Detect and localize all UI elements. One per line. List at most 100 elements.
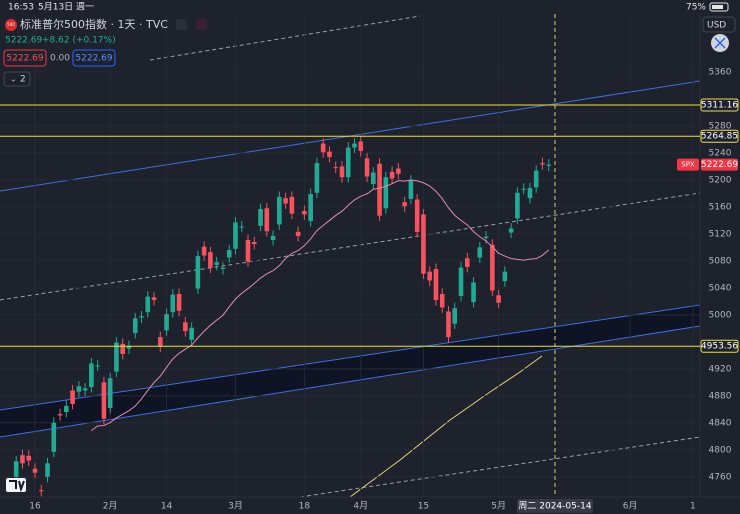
candle-body	[408, 180, 414, 199]
battery-icon	[709, 2, 729, 12]
price-change: +8.62 (+0.17%)	[42, 36, 116, 46]
candle-body	[270, 235, 276, 240]
candle-body	[170, 294, 176, 313]
indicator-count: 2	[20, 75, 26, 85]
candle-body	[195, 256, 201, 289]
sell-box[interactable]	[3, 49, 47, 67]
status-date: 5月13日 週一	[38, 2, 94, 13]
candle-body	[352, 143, 357, 148]
candle-body	[446, 311, 451, 338]
candle-body	[308, 194, 313, 222]
x-tick-label: 14	[161, 502, 173, 512]
candle-body	[126, 345, 132, 349]
candle-body	[164, 314, 169, 331]
currency: USD	[707, 21, 726, 31]
candle-body	[396, 168, 401, 174]
candle-body	[239, 226, 245, 228]
candle-body	[82, 388, 88, 391]
last-price-box	[701, 158, 738, 171]
y-tick-label: 5000	[709, 310, 732, 320]
y-tick-label: 4920	[709, 364, 732, 374]
tv-logo-mark	[9, 480, 25, 493]
y-tick-label: 4760	[709, 472, 732, 482]
candle-body	[540, 163, 545, 165]
candle-body	[101, 382, 107, 419]
toolbar-button[interactable]	[176, 19, 187, 30]
toolbar-button[interactable]	[196, 19, 207, 30]
ma-long-line	[349, 355, 543, 498]
candle-body	[508, 228, 514, 233]
price-label: 5264.85	[701, 132, 738, 142]
plot	[0, 14, 700, 497]
candle-body	[95, 365, 100, 367]
candle-body	[189, 327, 194, 340]
candle-body	[57, 414, 63, 416]
candle-body	[389, 171, 395, 179]
indicators-toggle[interactable]	[3, 71, 31, 87]
candle-body	[427, 271, 432, 281]
candle-body	[483, 236, 489, 238]
candle-body	[233, 222, 238, 249]
candle-body	[258, 208, 263, 226]
candle-body	[208, 252, 213, 268]
candle-body	[533, 170, 539, 188]
candle-body	[264, 208, 270, 232]
currency-box[interactable]	[702, 16, 736, 33]
candle-body	[433, 268, 439, 301]
y-tick-label: 5240	[709, 148, 732, 158]
candle-body	[345, 147, 351, 178]
x-tick-label: 18	[299, 502, 311, 512]
candle-body	[471, 282, 476, 303]
battery-level: 75%	[686, 3, 706, 13]
symbol-logo-text: 500	[7, 22, 15, 27]
candle-body	[496, 295, 501, 303]
x-tick-label: 4月	[353, 501, 368, 512]
candle-body	[414, 199, 420, 232]
bid-price: 5222.69	[6, 54, 43, 64]
candle-body	[214, 262, 219, 265]
candle-body	[527, 188, 533, 199]
candle-body	[114, 342, 119, 372]
y-tick-label: 4840	[709, 418, 732, 428]
buy-box[interactable]	[72, 49, 116, 67]
dashed-line	[0, 192, 701, 301]
candle-body	[339, 166, 345, 178]
last-price-label: 5222.69	[701, 160, 738, 170]
candle-body	[38, 490, 44, 492]
channel-band	[0, 305, 700, 437]
candle-body	[464, 258, 470, 267]
ask-price: 5222.69	[75, 54, 112, 64]
candle-body	[327, 151, 332, 158]
ma-line	[91, 179, 550, 432]
candle-body	[277, 196, 282, 225]
toggle-arrow: ⌄	[10, 75, 17, 84]
candle-body	[502, 271, 508, 282]
candle-body	[295, 231, 301, 236]
candle-body	[64, 405, 69, 413]
crosshair-date: 周二 2024-05-14	[518, 501, 591, 512]
candle-body	[157, 337, 163, 347]
candle-body	[45, 463, 50, 477]
candle-body	[183, 322, 188, 332]
y-tick-label: 5040	[709, 283, 732, 293]
candle-body	[320, 143, 326, 153]
candle-body	[439, 293, 445, 308]
dashed-line	[299, 436, 701, 498]
candle-body	[314, 163, 320, 193]
symbol-box	[677, 158, 699, 171]
chart-title[interactable]: 标准普尔500指数 · 1天 · TVC	[20, 17, 168, 31]
y-tick-label: 5200	[709, 175, 732, 185]
symbol-logo	[5, 19, 17, 31]
candle-body	[458, 267, 464, 296]
dashed-line	[149, 15, 421, 61]
candle-body	[477, 247, 483, 258]
x-tick-label: 15	[418, 502, 429, 512]
candle-body	[452, 308, 458, 324]
candle-body	[546, 164, 552, 166]
scale-icon	[714, 37, 726, 49]
y-tick-label: 5120	[709, 229, 732, 239]
candle-body	[13, 461, 19, 477]
y-tick-label: 4880	[709, 391, 732, 401]
